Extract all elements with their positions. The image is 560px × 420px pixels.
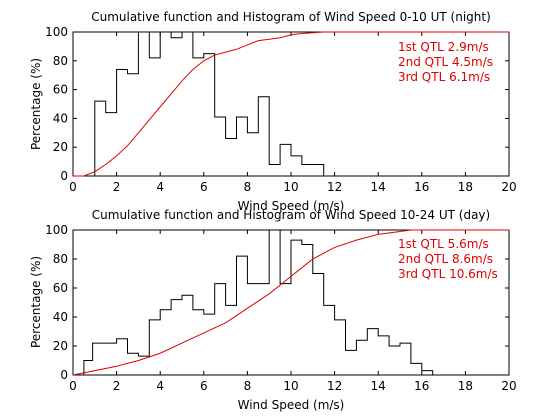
chart-day-annotation-q2: 2nd QTL 8.6m/s — [398, 252, 493, 266]
chart-day-x-tick-label: 20 — [501, 379, 516, 393]
chart-day-y-ticks: 0 20 40 60 80 100 — [45, 223, 509, 382]
chart-day-x-tick-label: 2 — [113, 379, 121, 393]
chart-day-y-tick-label: 60 — [53, 281, 68, 295]
chart-night-x-tick-label: 10 — [283, 180, 298, 194]
chart-day-y-tick-label: 40 — [53, 310, 68, 324]
chart-night-annotation-q1: 1st QTL 2.9m/s — [398, 40, 489, 54]
chart-day-x-tick-label: 12 — [327, 379, 342, 393]
chart-day-cumulative-line — [72, 229, 509, 376]
chart-night-x-tick-label: 2 — [113, 180, 121, 194]
chart-night-y-tick-label: 20 — [53, 140, 68, 154]
chart-night-y-tick-label: 40 — [53, 111, 68, 125]
chart-day-y-tick-label: 80 — [53, 252, 68, 266]
chart-day-y-tick-label: 100 — [45, 223, 68, 237]
chart-night-x-tick-label: 14 — [371, 180, 386, 194]
chart-night-ylabel: Percentage (%) — [29, 58, 43, 150]
chart-night-cumulative-line — [73, 31, 509, 177]
chart-night-x-tick-label: 20 — [501, 180, 516, 194]
chart-night-x-tick-label: 0 — [69, 180, 77, 194]
chart-day-y-tick-label: 0 — [60, 368, 68, 382]
chart-night-x-tick-label: 18 — [458, 180, 473, 194]
chart-day-ylabel: Percentage (%) — [29, 256, 43, 348]
chart-day-x-tick-label: 4 — [156, 379, 164, 393]
chart-day-y-tick-label: 20 — [53, 339, 68, 353]
chart-day-x-tick-label: 16 — [414, 379, 429, 393]
chart-day-x-tick-label: 8 — [244, 379, 252, 393]
chart-night-y-tick-label: 60 — [53, 83, 68, 97]
chart-day-x-tick-label: 10 — [283, 379, 298, 393]
chart-day-histogram-line — [83, 229, 444, 376]
chart-day-xlabel: Wind Speed (m/s) — [238, 398, 345, 412]
chart-night-title: Cumulative function and Histogram of Win… — [91, 10, 491, 24]
chart-night-y-tick-label: 80 — [53, 54, 68, 68]
chart-night-xlabel: Wind Speed (m/s) — [238, 199, 345, 213]
chart-day: Cumulative function and Histogram of Win… — [29, 208, 517, 412]
chart-day-annotation-q3: 3rd QTL 10.6m/s — [398, 267, 498, 281]
chart-day-x-tick-label: 6 — [200, 379, 208, 393]
chart-day-annotation-q1: 1st QTL 5.6m/s — [398, 237, 489, 251]
chart-night-x-tick-label: 16 — [414, 180, 429, 194]
chart-night-x-tick-label: 4 — [156, 180, 164, 194]
chart-night-annotation-q3: 3rd QTL 6.1m/s — [398, 70, 490, 84]
chart-day-title: Cumulative function and Histogram of Win… — [92, 208, 490, 222]
chart-day-x-tick-label: 18 — [458, 379, 473, 393]
chart-day-x-tick-label: 14 — [371, 379, 386, 393]
chart-night-y-tick-label: 0 — [60, 169, 68, 183]
chart-night-y-tick-label: 100 — [45, 25, 68, 39]
chart-night-annotation-q2: 2nd QTL 4.5m/s — [398, 55, 493, 69]
chart-night-x-tick-label: 6 — [200, 180, 208, 194]
chart-day-x-tick-label: 0 — [69, 379, 77, 393]
chart-night-x-tick-label: 12 — [327, 180, 342, 194]
chart-night-histogram-line — [83, 31, 335, 177]
chart-night-x-tick-label: 8 — [244, 180, 252, 194]
chart-day-x-ticks: 0 2 4 6 8 10 12 14 16 18 20 — [69, 230, 517, 393]
chart-night-y-ticks: 0 20 40 60 80 100 — [45, 25, 509, 183]
chart-night: Cumulative function and Histogram of Win… — [29, 10, 517, 213]
